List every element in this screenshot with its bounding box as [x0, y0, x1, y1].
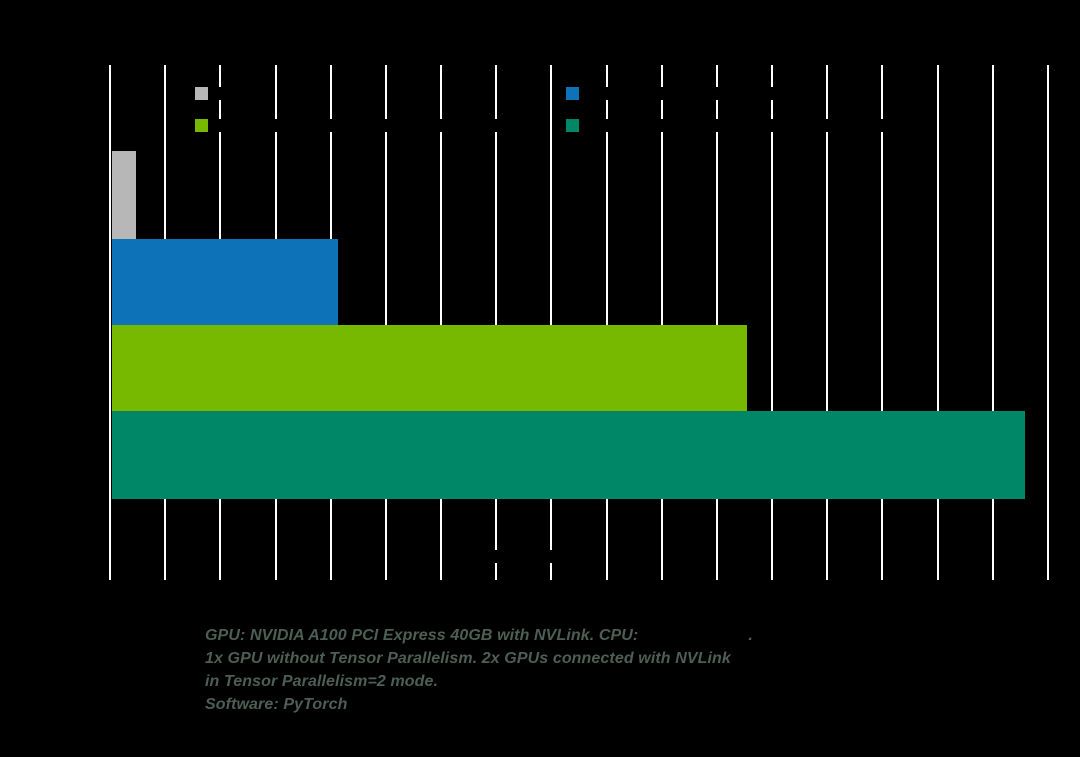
footnote-line-1: GPU: NVIDIA A100 PCI Express 40GB with N… — [205, 624, 753, 647]
legend-swatch-2 — [566, 87, 579, 100]
gridline — [715, 65, 718, 580]
gridline — [660, 65, 663, 580]
legend-swatch-4 — [566, 119, 579, 132]
gridline — [440, 65, 443, 580]
obscured-text-fragment — [825, 119, 833, 132]
gridline — [605, 65, 608, 580]
obscured-text-fragment — [659, 119, 667, 132]
obscured-text-fragment — [384, 119, 392, 132]
obscured-text-fragment — [439, 119, 447, 132]
obscured-text-fragment — [880, 119, 888, 132]
obscured-text-fragment — [604, 119, 612, 132]
chart-footnote: GPU: NVIDIA A100 PCI Express 40GB with N… — [205, 624, 753, 716]
obscured-text-fragment — [494, 119, 502, 132]
bar-series-3 — [112, 325, 747, 411]
obscured-text-fragment — [218, 119, 226, 132]
obscured-text-fragment — [604, 87, 612, 100]
obscured-text-fragment — [659, 87, 667, 100]
legend-swatch-1 — [195, 87, 208, 100]
gridline — [1047, 65, 1049, 580]
gridline — [826, 65, 829, 580]
obscured-text-fragment — [493, 550, 501, 563]
obscured-text-fragment — [714, 87, 722, 100]
gridline — [550, 65, 553, 580]
gridline — [771, 65, 774, 580]
gridline — [109, 65, 111, 580]
obscured-text-fragment — [769, 87, 777, 100]
legend-swatch-3 — [195, 119, 208, 132]
obscured-text-fragment — [273, 119, 281, 132]
bar-series-1 — [112, 151, 136, 239]
gridline — [881, 65, 884, 580]
obscured-text-fragment — [328, 119, 336, 132]
footnote-line-3: in Tensor Parallelism=2 mode. — [205, 673, 439, 690]
gridline — [495, 65, 498, 580]
footnote-line-4: Software: PyTorch — [205, 696, 348, 713]
footnote-line-2: 1x GPU without Tensor Parallelism. 2x GP… — [205, 650, 731, 667]
footnote-line1-text: GPU: NVIDIA A100 PCI Express 40GB with N… — [205, 627, 639, 644]
obscured-text-fragment — [549, 550, 557, 563]
bar-series-4 — [112, 411, 1025, 499]
gridline — [991, 65, 994, 580]
gridline — [936, 65, 939, 580]
obscured-text-fragment — [769, 119, 777, 132]
footnote-line1-period: . — [748, 627, 753, 644]
obscured-text-fragment — [218, 87, 226, 100]
gridline — [384, 65, 387, 580]
bar-series-2 — [112, 239, 338, 325]
obscured-text-fragment — [714, 119, 722, 132]
